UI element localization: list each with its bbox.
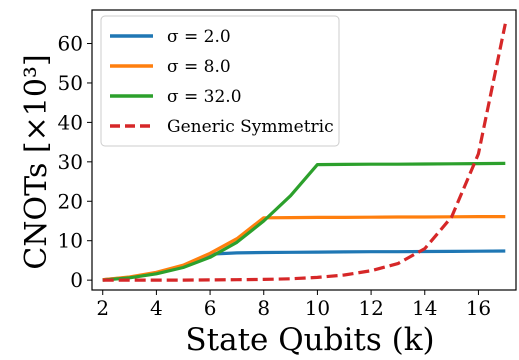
legend-label-3: σ = 32.0 — [167, 87, 242, 107]
y-tick-label: 30 — [58, 150, 83, 174]
y-tick-label: 50 — [58, 71, 83, 95]
legend-frame — [100, 15, 340, 147]
series-line-3 — [102, 161, 506, 282]
series-line-1 — [102, 249, 506, 282]
x-axis-title-text: State Qubits (k) — [185, 322, 434, 358]
y-tick-label: 40 — [58, 110, 83, 134]
x-tick-label: 16 — [466, 296, 491, 320]
series-line-4 — [102, 23, 507, 282]
x-tick-label: 8 — [257, 296, 270, 320]
y-tick-label: 0 — [70, 268, 83, 292]
y-axis-title: CNOTs [×10³] — [19, 54, 54, 269]
x-tick-label: 14 — [412, 296, 437, 320]
series-line-2 — [102, 215, 506, 282]
y-axis-ticks: 0 10 20 30 40 50 60 — [58, 32, 92, 292]
legend-label-2: σ = 8.0 — [167, 57, 231, 77]
y-tick-label: 20 — [58, 189, 83, 213]
x-axis-title: State Qubits (k) — [185, 322, 434, 358]
y-axis-title-text: CNOTs [×10³] — [19, 54, 54, 269]
x-tick-label: 12 — [358, 296, 383, 320]
legend: σ = 2.0 σ = 8.0 σ = 32.0 Generic Symmetric — [100, 15, 340, 147]
legend-label-1: σ = 2.0 — [167, 27, 231, 47]
x-tick-label: 10 — [305, 296, 330, 320]
x-axis-ticks: 2 4 6 8 10 12 14 16 — [96, 290, 491, 320]
plot-frame — [91, 9, 517, 291]
series-layer — [102, 23, 507, 282]
x-tick-label: 4 — [150, 296, 163, 320]
x-tick-label: 2 — [96, 296, 109, 320]
legend-label-4: Generic Symmetric — [167, 117, 334, 137]
y-tick-label: 10 — [58, 229, 83, 253]
plot-area — [91, 9, 517, 291]
y-tick-label: 60 — [58, 32, 83, 56]
x-tick-label: 6 — [204, 296, 217, 320]
